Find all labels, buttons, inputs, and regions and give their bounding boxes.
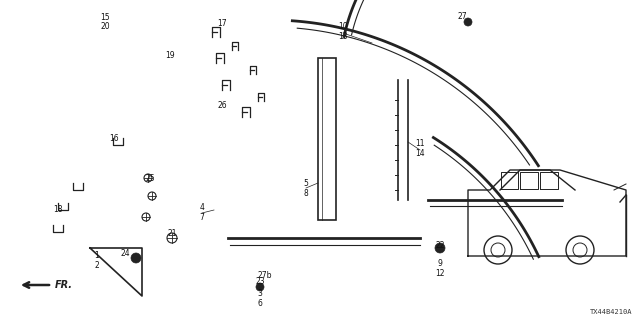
Circle shape xyxy=(435,243,445,253)
Text: 22: 22 xyxy=(435,242,445,251)
Text: 8: 8 xyxy=(303,188,308,197)
Text: 13: 13 xyxy=(338,31,348,41)
Text: 7: 7 xyxy=(200,212,204,221)
Text: 27b: 27b xyxy=(258,271,272,281)
Text: 19: 19 xyxy=(165,51,175,60)
Text: 3: 3 xyxy=(257,290,262,299)
Text: 11: 11 xyxy=(415,139,425,148)
Text: 24: 24 xyxy=(120,249,130,258)
Text: 20: 20 xyxy=(100,21,110,30)
Bar xyxy=(318,58,336,220)
Text: 6: 6 xyxy=(257,300,262,308)
Text: 18: 18 xyxy=(53,205,63,214)
Text: 9: 9 xyxy=(438,259,442,268)
Text: 4: 4 xyxy=(200,204,204,212)
Text: TX44B4210A: TX44B4210A xyxy=(589,309,632,315)
Text: 25: 25 xyxy=(145,173,155,182)
Text: 14: 14 xyxy=(415,148,425,157)
Circle shape xyxy=(131,253,141,263)
Text: 12: 12 xyxy=(435,268,445,277)
Text: 26: 26 xyxy=(217,100,227,109)
Text: 17: 17 xyxy=(217,19,227,28)
Circle shape xyxy=(256,283,264,291)
Text: 27: 27 xyxy=(457,12,467,20)
Text: 15: 15 xyxy=(100,12,110,21)
Text: 10: 10 xyxy=(338,21,348,30)
Circle shape xyxy=(464,18,472,26)
Text: 16: 16 xyxy=(109,133,119,142)
Text: 23: 23 xyxy=(255,277,265,286)
Text: 21: 21 xyxy=(167,228,177,237)
Text: FR.: FR. xyxy=(55,280,73,290)
Text: 2: 2 xyxy=(95,261,99,270)
Text: 5: 5 xyxy=(303,179,308,188)
Text: 1: 1 xyxy=(95,252,99,260)
